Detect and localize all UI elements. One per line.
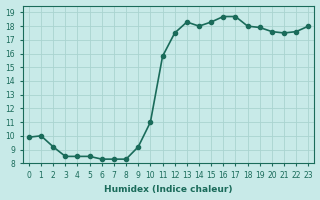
X-axis label: Humidex (Indice chaleur): Humidex (Indice chaleur) xyxy=(104,185,233,194)
